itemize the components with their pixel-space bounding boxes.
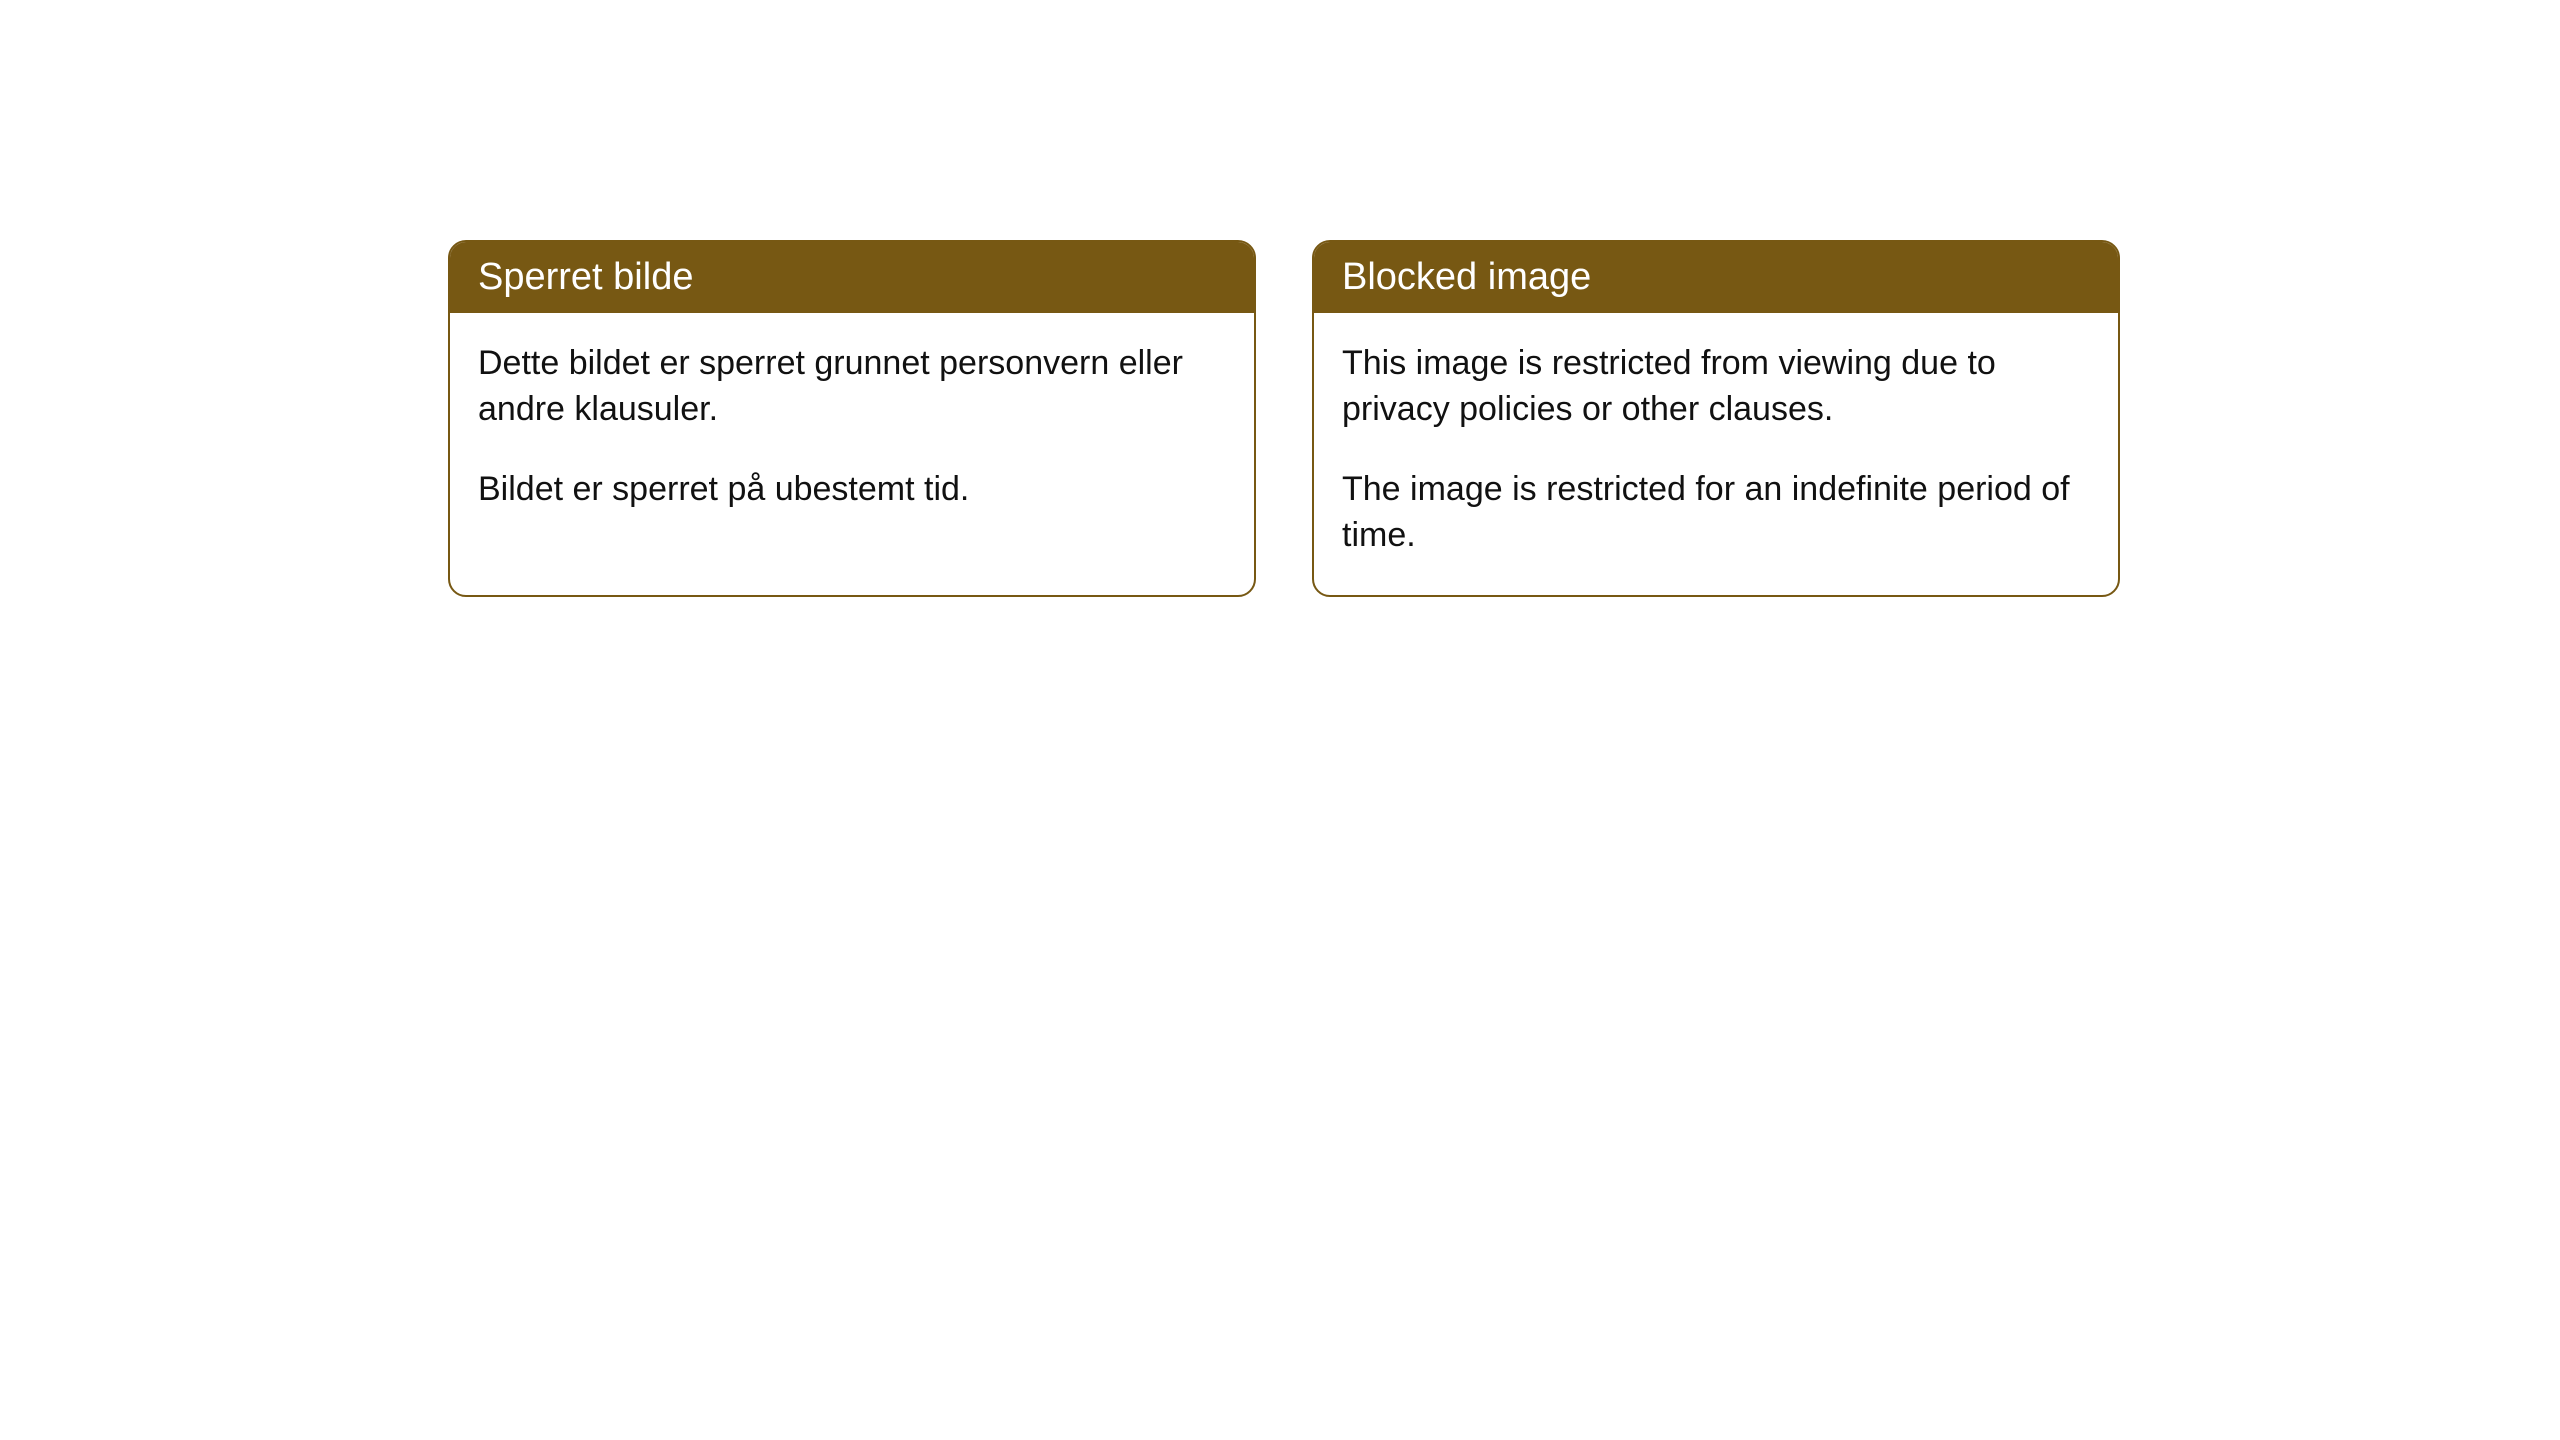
blocked-image-card-no: Sperret bilde Dette bildet er sperret gr… xyxy=(448,240,1256,597)
card-body: This image is restricted from viewing du… xyxy=(1314,313,2118,595)
card-header: Blocked image xyxy=(1314,242,2118,313)
card-paragraph: The image is restricted for an indefinit… xyxy=(1342,467,2090,559)
card-body: Dette bildet er sperret grunnet personve… xyxy=(450,313,1254,549)
card-paragraph: This image is restricted from viewing du… xyxy=(1342,341,2090,433)
card-header: Sperret bilde xyxy=(450,242,1254,313)
blocked-image-card-en: Blocked image This image is restricted f… xyxy=(1312,240,2120,597)
notice-container: Sperret bilde Dette bildet er sperret gr… xyxy=(0,0,2560,597)
card-paragraph: Dette bildet er sperret grunnet personve… xyxy=(478,341,1226,433)
card-paragraph: Bildet er sperret på ubestemt tid. xyxy=(478,467,1226,513)
